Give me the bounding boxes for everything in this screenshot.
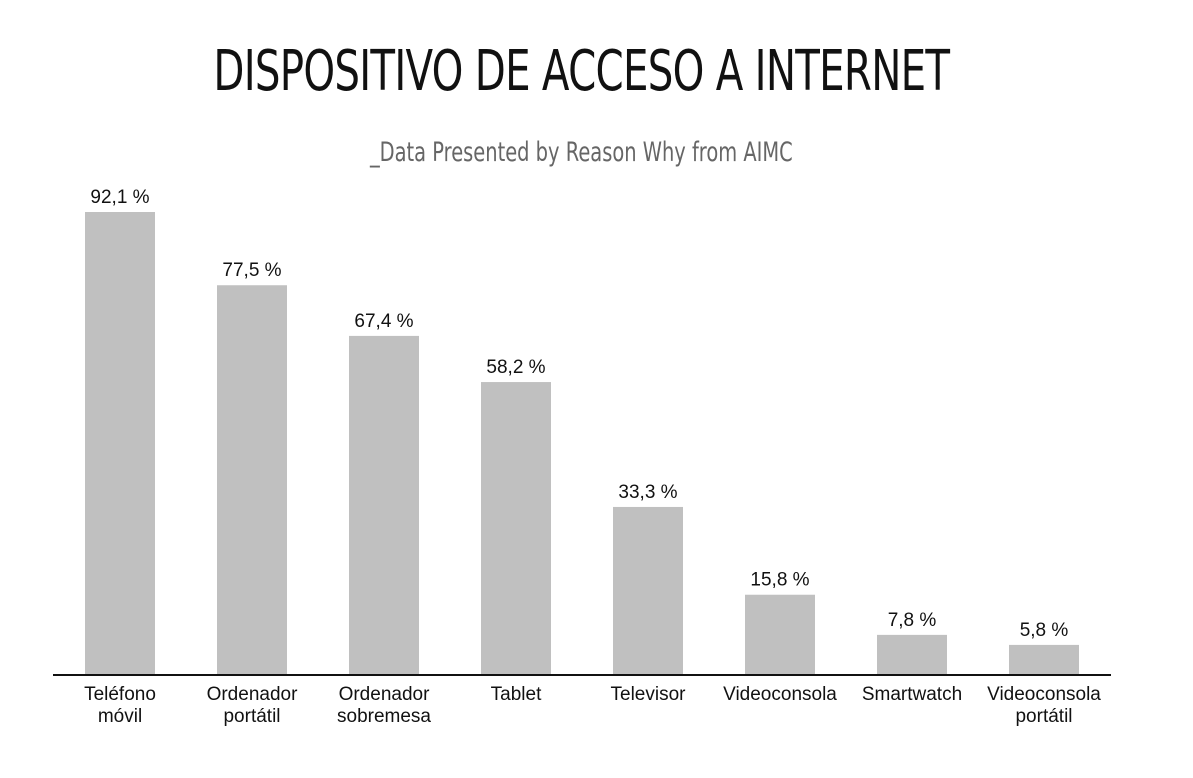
x-tick-label: Televisor (611, 684, 687, 705)
data-label: 77,5 % (222, 260, 281, 281)
bar (745, 594, 815, 674)
x-tick-label-line: Teléfono (84, 684, 156, 705)
data-label: 5,8 % (1020, 620, 1069, 641)
x-tick-label-line: Ordenador (339, 684, 431, 705)
chart-subtitle: _Data Presented by Reason Why from AIMC (369, 137, 793, 168)
x-tick-label-line: Ordenador (207, 684, 299, 705)
x-tick-label-line: portátil (223, 706, 280, 727)
data-label: 15,8 % (750, 570, 809, 591)
x-tick-label-line: Televisor (611, 684, 687, 705)
x-tick-label: Ordenador portátil (207, 684, 299, 727)
data-label: 7,8 % (888, 610, 937, 631)
x-tick-label-line: sobremesa (337, 706, 431, 727)
x-tick-label-line: Videoconsola (723, 684, 837, 705)
x-tick-label: Videoconsola portátil (987, 684, 1101, 727)
data-label: 58,2 % (486, 357, 545, 378)
x-tick-label-line: Videoconsola (987, 684, 1101, 705)
x-tick-label-line: Tablet (491, 684, 542, 705)
bar (1009, 644, 1079, 674)
chart-title: DISPOSITIVO DE ACCESO A INTERNET (213, 39, 950, 104)
data-label: 92,1 % (90, 187, 149, 208)
x-tick-label: Tablet (491, 684, 542, 705)
bar (613, 506, 683, 674)
x-tick-label: Videoconsola (723, 684, 837, 705)
x-tick-label-line: portátil (1015, 706, 1072, 727)
x-tick-label: Ordenador sobremesa (337, 684, 431, 727)
x-tick-label: Teléfono móvil (84, 684, 156, 727)
x-tick-label-line: móvil (98, 706, 142, 727)
bar (481, 382, 551, 674)
x-tick-label: Smartwatch (862, 684, 962, 705)
bar (349, 335, 419, 674)
data-label: 33,3 % (618, 482, 677, 503)
data-label: 67,4 % (354, 311, 413, 332)
bar (217, 285, 287, 674)
bar (877, 634, 947, 674)
bar (85, 212, 155, 674)
x-tick-label-line: Smartwatch (862, 684, 962, 705)
